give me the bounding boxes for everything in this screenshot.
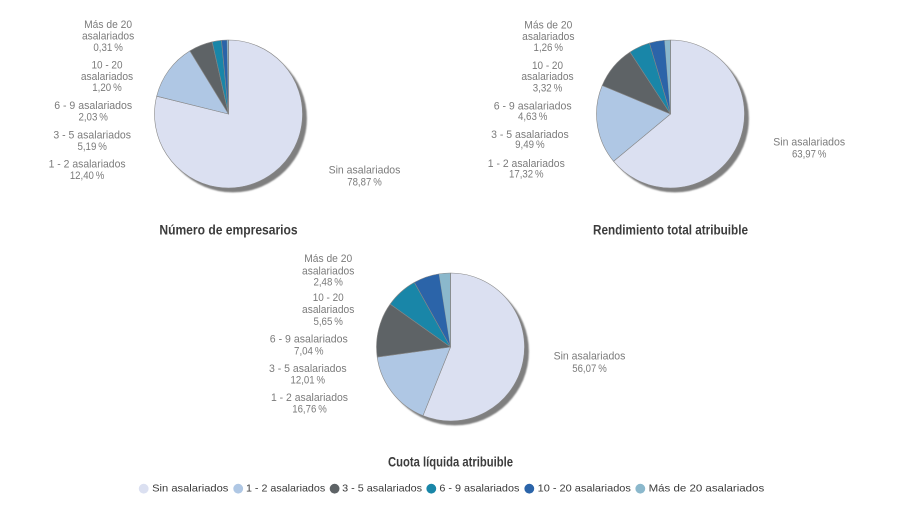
svg-text:3 - 5 asalariados: 3 - 5 asalariados xyxy=(342,482,422,494)
svg-text:9,49 %: 9,49 % xyxy=(515,139,545,151)
svg-text:3 - 5 asalariados: 3 - 5 asalariados xyxy=(269,363,347,375)
svg-text:5,65 %: 5,65 % xyxy=(313,316,343,328)
svg-text:6 - 9 asalariados: 6 - 9 asalariados xyxy=(54,100,132,112)
svg-text:12,40 %: 12,40 % xyxy=(70,170,105,182)
svg-text:3 - 5 asalariados: 3 - 5 asalariados xyxy=(53,129,131,141)
svg-text:16,76 %: 16,76 % xyxy=(292,404,327,416)
svg-text:Más de 20: Más de 20 xyxy=(524,20,572,32)
svg-text:Sin asalariados: Sin asalariados xyxy=(773,137,845,149)
svg-text:Más de 20: Más de 20 xyxy=(84,19,132,31)
svg-text:6 - 9 asalariados: 6 - 9 asalariados xyxy=(494,100,572,112)
svg-text:2,03 %: 2,03 % xyxy=(78,112,108,124)
svg-text:78,87 %: 78,87 % xyxy=(347,177,382,189)
svg-text:asalariados: asalariados xyxy=(82,31,135,43)
svg-text:3,32 %: 3,32 % xyxy=(533,83,563,95)
svg-text:10 - 20 asalariados: 10 - 20 asalariados xyxy=(538,482,631,494)
svg-text:12,01 %: 12,01 % xyxy=(291,375,326,387)
svg-text:Más de 20 asalariados: Más de 20 asalariados xyxy=(649,482,765,494)
svg-text:56,07 %: 56,07 % xyxy=(572,363,607,375)
svg-text:6 - 9 asalariados: 6 - 9 asalariados xyxy=(439,482,519,494)
svg-text:1 - 2 asalariados: 1 - 2 asalariados xyxy=(246,482,325,494)
svg-text:Número de empresarios: Número de empresarios xyxy=(159,223,297,238)
svg-text:10 - 20: 10 - 20 xyxy=(92,60,123,72)
svg-text:1,26 %: 1,26 % xyxy=(534,42,564,54)
svg-text:asalariados: asalariados xyxy=(302,304,355,316)
svg-text:1 - 2 asalariados: 1 - 2 asalariados xyxy=(488,158,565,170)
svg-text:asalariados: asalariados xyxy=(521,71,574,83)
svg-text:asalariados: asalariados xyxy=(302,266,355,278)
svg-text:63,97 %: 63,97 % xyxy=(792,149,827,161)
svg-text:Rendimiento total atribuible: Rendimiento total atribuible xyxy=(593,223,748,238)
svg-text:Sin asalariados: Sin asalariados xyxy=(329,165,401,177)
svg-text:Cuota líquida atribuible: Cuota líquida atribuible xyxy=(388,455,513,470)
svg-text:10 - 20: 10 - 20 xyxy=(313,292,344,304)
svg-text:17,32 %: 17,32 % xyxy=(509,168,544,180)
svg-text:1 - 2 asalariados: 1 - 2 asalariados xyxy=(49,158,126,170)
svg-text:3 - 5 asalariados: 3 - 5 asalariados xyxy=(491,129,569,141)
svg-text:0,31 %: 0,31 % xyxy=(93,42,123,54)
svg-text:Sin asalariados: Sin asalariados xyxy=(152,482,228,494)
svg-text:asalariados: asalariados xyxy=(81,71,134,83)
svg-text:7,04 %: 7,04 % xyxy=(294,345,324,357)
svg-text:4,63 %: 4,63 % xyxy=(518,111,548,123)
svg-text:1,20 %: 1,20 % xyxy=(92,82,122,94)
svg-text:10 - 20: 10 - 20 xyxy=(532,60,563,72)
svg-text:1 - 2 asalariados: 1 - 2 asalariados xyxy=(271,392,348,404)
svg-text:asalariados: asalariados xyxy=(522,31,575,43)
svg-text:Más de 20: Más de 20 xyxy=(304,253,352,265)
svg-text:6 - 9 asalariados: 6 - 9 asalariados xyxy=(270,334,348,346)
svg-text:2,48 %: 2,48 % xyxy=(313,277,343,289)
svg-text:Sin asalariados: Sin asalariados xyxy=(554,351,626,363)
svg-text:5,19 %: 5,19 % xyxy=(77,141,107,153)
